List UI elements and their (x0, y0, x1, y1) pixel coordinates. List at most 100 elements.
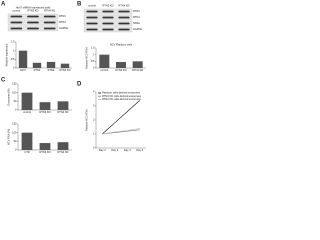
blot-band (102, 10, 114, 13)
y-axis-label: Relative HCV RNA (85, 109, 89, 131)
chart-title: HCV Replicon cells (110, 43, 133, 47)
blot-band (86, 22, 98, 25)
blot-band (102, 22, 114, 25)
x-tick-label: Day 2 (99, 148, 106, 152)
y-tick-label: 0 (93, 66, 95, 70)
y-axis-label: HCV RNA (%) (7, 129, 11, 145)
x-tick-label: RTN3 KD (39, 110, 50, 114)
blot-band (43, 21, 56, 24)
blot-band (27, 15, 39, 18)
x-tick-label: Huh7 (20, 68, 27, 72)
bar (18, 50, 28, 68)
blot-band (43, 15, 56, 18)
band-label: RTN4 (133, 15, 140, 19)
y-tick-label: 100 (12, 90, 17, 94)
y-tick-label: 0 (13, 66, 15, 70)
y-tick-label: 1 (93, 132, 95, 136)
x-tick-label: control (23, 110, 31, 114)
x-tick-label: RTN4 (48, 68, 55, 72)
y-tick-label: 1.5 (91, 46, 95, 50)
y-axis-label: Relative HCV RNA (85, 47, 89, 69)
y-axis-label: Exosomes (%) (7, 88, 11, 105)
bar (32, 62, 42, 68)
y-tick-label: 0.5 (11, 57, 15, 61)
legend-label: RTN3 KD cells-derived exosomes (102, 94, 142, 98)
x-tick-label: RTN4 KD (57, 110, 68, 114)
blot-band (43, 27, 56, 30)
x-tick-label: Day 4 (124, 148, 131, 152)
y-tick-label: 1.5 (11, 40, 15, 44)
blot-band (86, 28, 98, 31)
lane-label: RTN4 KD (118, 4, 129, 8)
y-tick-label: 0 (15, 148, 17, 152)
y-tick-label: 0.5 (91, 59, 95, 63)
blot-band (102, 28, 114, 31)
panel-label: D (77, 82, 82, 88)
y-tick-label: 1 (93, 52, 95, 56)
legend-label: Replicon cells-derived exosomes (102, 91, 141, 95)
bar (99, 54, 110, 68)
x-tick-label: RTN3 KD (59, 68, 70, 72)
x-tick-label: RTN3 KD (115, 68, 126, 72)
bar (21, 92, 33, 110)
x-tick-label: CTR (24, 150, 29, 154)
blot-band (102, 16, 114, 19)
y-tick-label: 0 (15, 108, 17, 112)
y-tick-label: 150 (12, 82, 17, 86)
line (102, 100, 140, 135)
blot-band (118, 10, 130, 13)
line (102, 129, 140, 135)
y-tick-label: 0 (93, 146, 95, 150)
blot-band (118, 22, 130, 25)
blot-band (10, 15, 23, 18)
lane-label: control (12, 9, 20, 13)
figure: A B C D Huh7 shRNA transfected cellscont… (1, 2, 146, 154)
band-label: NS5A (133, 21, 140, 25)
y-tick-label: 50 (14, 139, 17, 143)
blot-band (86, 10, 98, 13)
y-tick-label: 50 (14, 99, 17, 103)
blot-band (10, 27, 23, 30)
lane-label: RTN4 KD (44, 9, 55, 13)
bar (39, 102, 51, 110)
x-tick-label: control (100, 68, 108, 72)
band-label: GAPDH (59, 26, 68, 30)
y-tick-label: 2 (93, 118, 95, 122)
x-tick-label: RTN4 KD (57, 150, 68, 154)
panel-label: C (1, 78, 6, 84)
panel-label: A (1, 2, 6, 8)
band-label: GAPDH (133, 27, 142, 31)
x-tick-label: Day 5 (136, 148, 143, 152)
x-tick-label: Day 3 (111, 148, 118, 152)
bar (39, 143, 51, 150)
blot-band (10, 21, 23, 24)
blot-band (27, 21, 39, 24)
blot-band (86, 16, 98, 19)
lane-label: RTN3 KD (27, 9, 38, 13)
bar (21, 132, 33, 150)
y-axis-label: Relative expression (5, 43, 9, 66)
blot-band (118, 16, 130, 19)
x-tick-label: RTN3 (34, 68, 41, 72)
y-tick-label: 100 (12, 130, 17, 134)
bar (60, 63, 70, 68)
line (102, 128, 140, 135)
y-tick-label: 1 (13, 48, 15, 52)
band-label: RTN3 (59, 14, 66, 18)
y-tick-label: 150 (12, 122, 17, 126)
legend-label: RTN4 KD cells-derived exosomes (102, 97, 142, 101)
bar (132, 61, 143, 68)
bar (46, 61, 56, 68)
blot-band (118, 28, 130, 31)
y-tick-label: 3 (93, 104, 95, 108)
bar (57, 142, 69, 150)
blot-header: Huh7 shRNA transfected cells (16, 6, 51, 10)
lane-label: RTN3 KD (102, 4, 113, 8)
x-tick-label: RTN4 KD (132, 68, 143, 72)
lane-label: control (88, 4, 96, 8)
band-label: RTN4 (59, 20, 66, 24)
bar (57, 101, 69, 110)
blot-band (27, 27, 39, 30)
y-tick-label: 4 (93, 90, 95, 94)
band-label: RTN3 (133, 9, 140, 13)
